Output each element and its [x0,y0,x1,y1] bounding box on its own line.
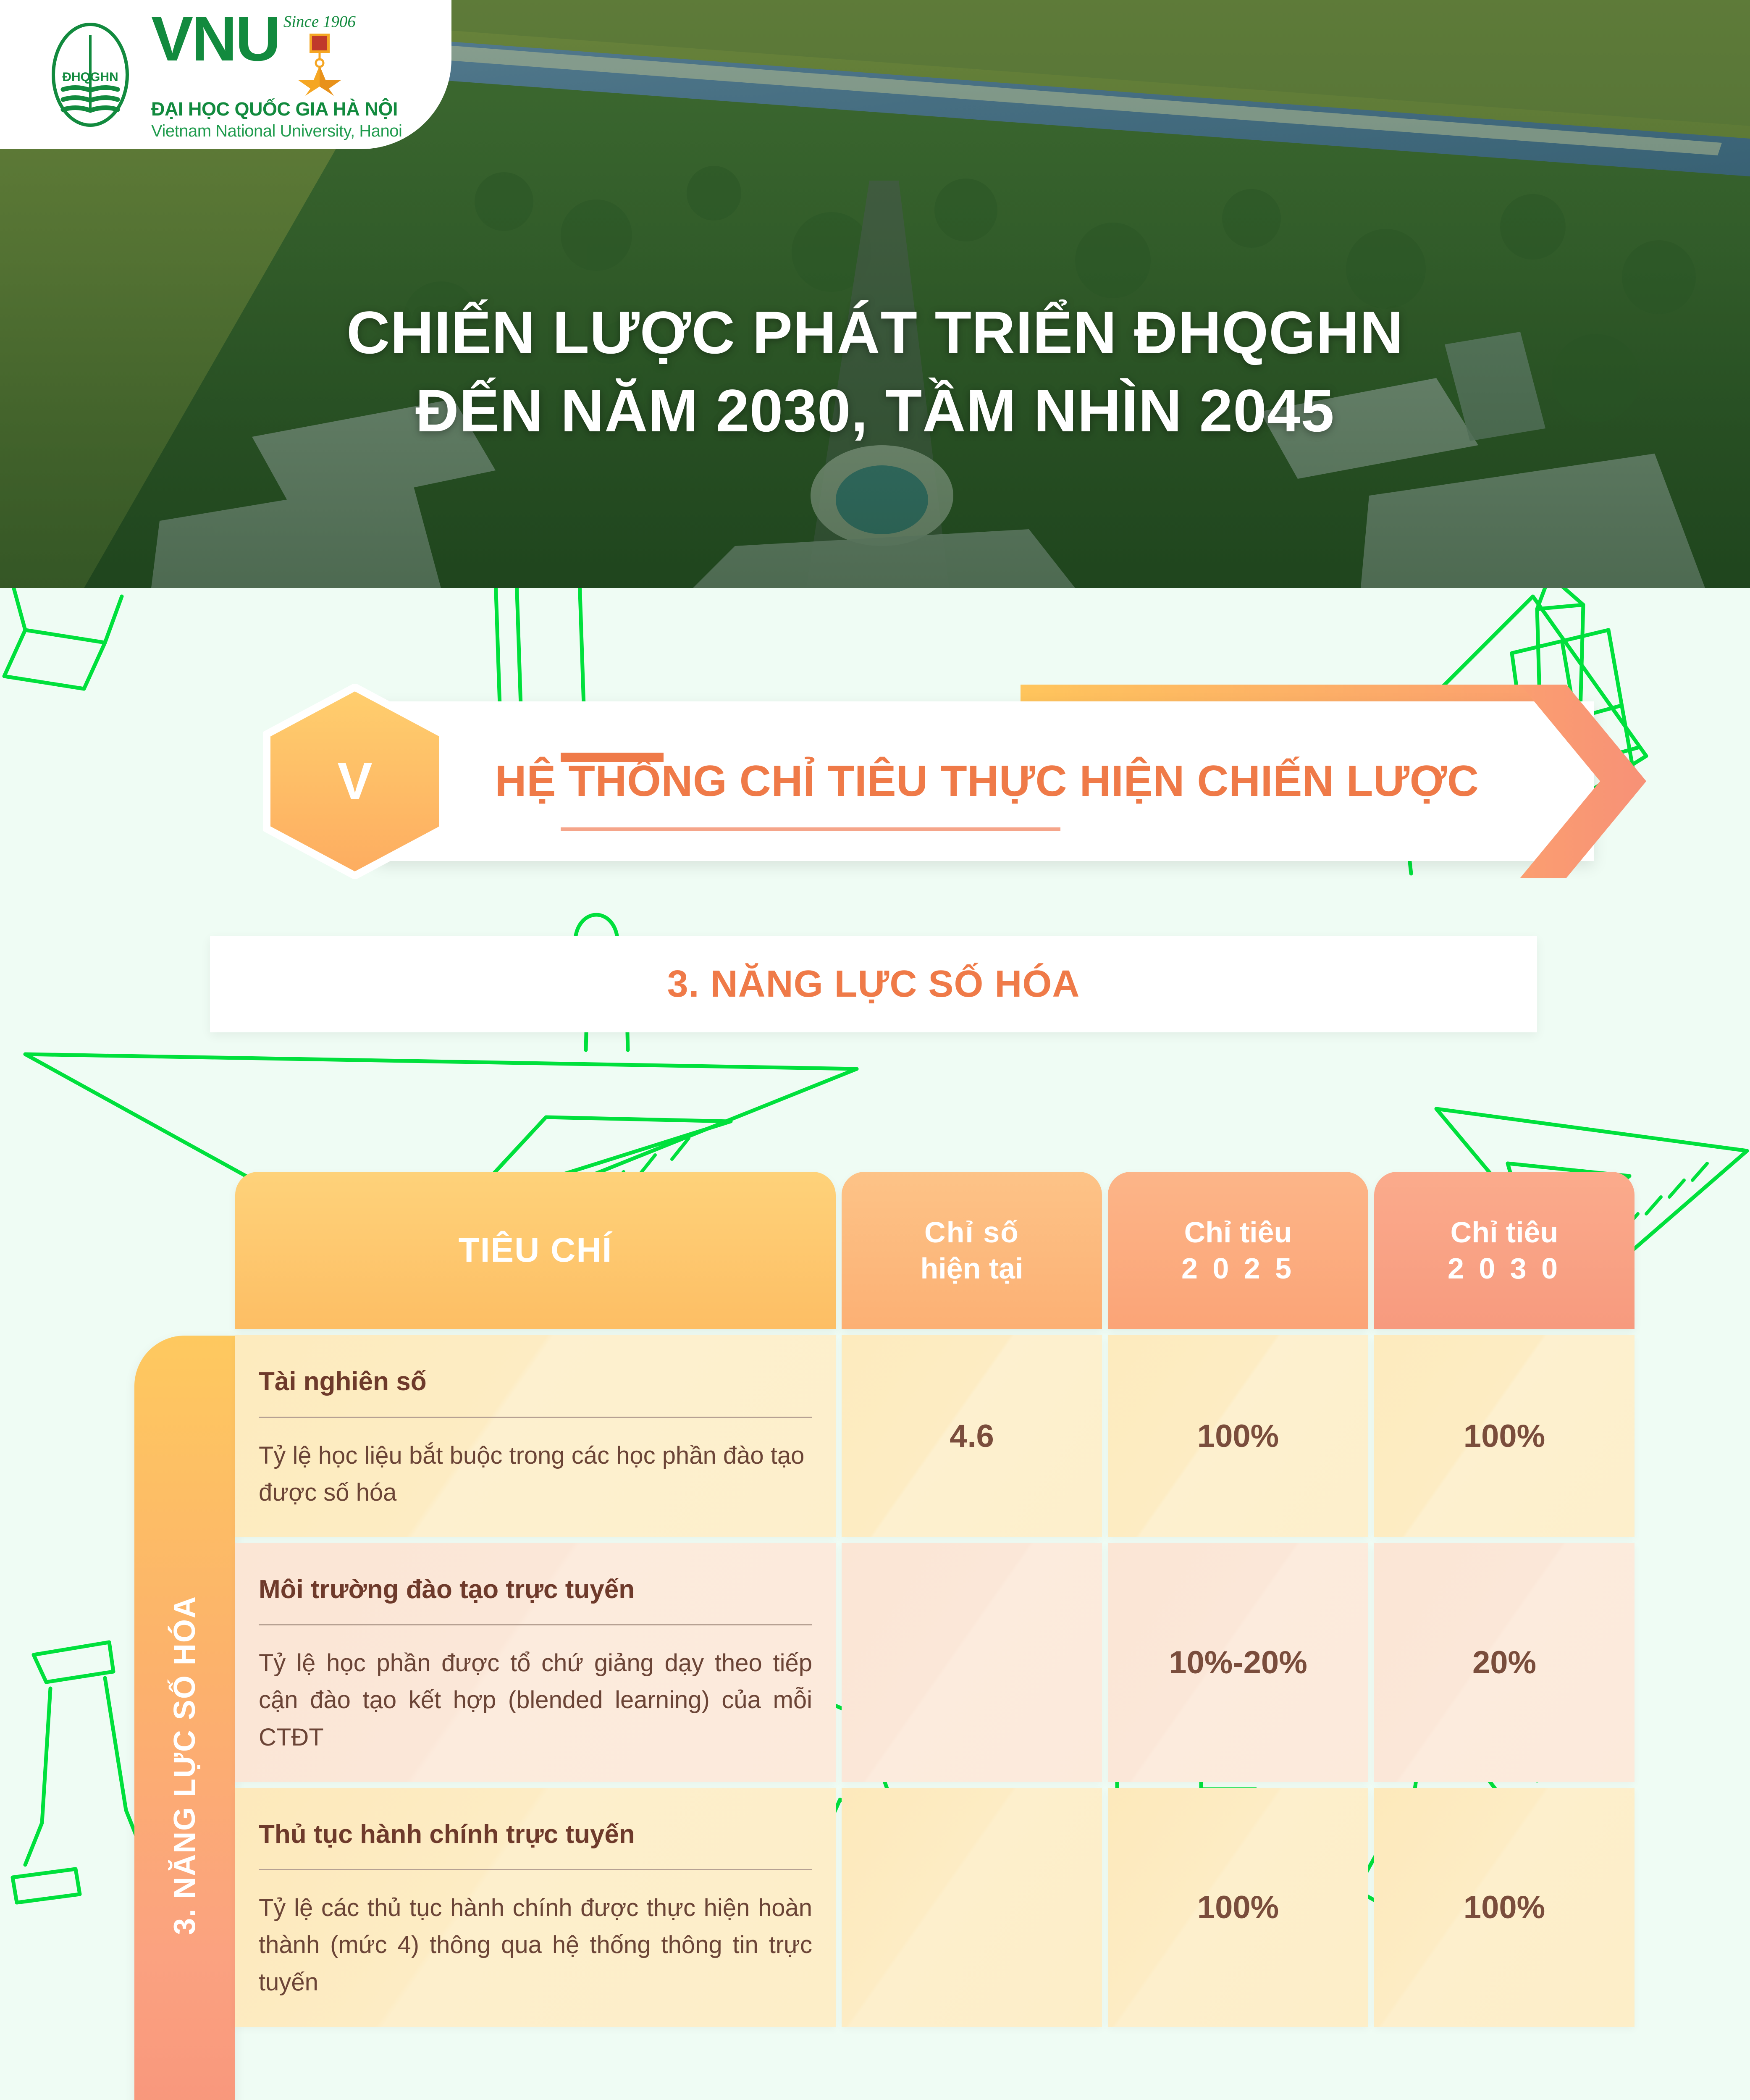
column-header-2030: Chỉ tiêu 2 0 3 0 [1374,1172,1635,1329]
subsection-title: 3. NĂNG LỰC SỐ HÓA [667,963,1080,1005]
banner-chevron-icon [1520,685,1646,878]
target-2025-cell: 10%-20% [1108,1543,1368,1782]
column-header-2025: Chỉ tiêu 2 0 2 5 [1108,1172,1368,1329]
target-2030-cell: 20% [1374,1543,1635,1782]
table-row: Tài nghiên số Tỷ lệ học liệu bắt buộc tr… [235,1335,1663,1537]
target-2025-cell: 100% [1108,1335,1368,1537]
side-tab-label-wrap: 3. NĂNG LỰC SỐ HÓA [134,1336,235,2100]
column-header-2030-line1: Chỉ tiêu [1450,1216,1558,1249]
column-header-criteria: TIÊU CHÍ [235,1172,836,1329]
column-header-2030-line2: 2 0 3 0 [1447,1252,1561,1285]
current-value-cell: 4.6 [842,1335,1102,1537]
criteria-divider [259,1416,812,1418]
table-row: Môi trường đào tạo trực tuyến Tỷ lệ học … [235,1543,1663,1782]
target-2030-cell: 100% [1374,1788,1635,2027]
column-header-current-line2: hiện tại [920,1252,1023,1285]
university-name-vi: ĐẠI HỌC QUỐC GIA HÀ NỘI [151,98,398,120]
subsection-card: 3. NĂNG LỰC SỐ HÓA [210,936,1537,1032]
vnu-wordmark: VNU Since 1906 ĐẠI HỌC QUỐC GIA HÀ NỘI V… [151,3,402,141]
indicators-table: TIÊU CHÍ Chỉ số hiện tại Chỉ tiêu 2 0 2 … [235,1172,1663,2027]
criteria-description: Tỷ lệ các thủ tục hành chính được thực h… [259,1894,812,1996]
banner-card [376,701,1594,861]
hero-title: CHIẾN LƯỢC PHÁT TRIỂN ĐHQGHN ĐẾN NĂM 203… [0,294,1750,450]
roman-numeral-label: V [337,752,373,811]
table-header-row: TIÊU CHÍ Chỉ số hiện tại Chỉ tiêu 2 0 2 … [235,1172,1663,1329]
university-name-en: Vietnam National University, Hanoi [151,121,402,140]
target-2030-cell: 100% [1374,1335,1635,1537]
criteria-description: Tỷ lệ học phần được tổ chứ giảng dạy the… [259,1649,812,1751]
hero-title-line2: ĐẾN NĂM 2030, TẦM NHÌN 2045 [415,377,1335,444]
current-value-cell [842,1543,1102,1782]
target-2025-cell: 100% [1108,1788,1368,2027]
column-header-2025-line2: 2 0 2 5 [1181,1252,1295,1285]
banner-accent-bar-bottom [561,827,1060,831]
criteria-divider [259,1869,812,1871]
side-tab [134,1336,235,2100]
criteria-divider [259,1624,812,1626]
criteria-cell: Thủ tục hành chính trực tuyến Tỷ lệ các … [235,1788,836,2027]
column-header-2025-line1: Chỉ tiêu [1184,1216,1292,1249]
vnu-logo-card: ĐHQGHN VNU Since 1906 ĐẠI HỌC QUỐC [0,0,451,149]
criteria-cell: Tài nghiên số Tỷ lệ học liệu bắt buộc tr… [235,1335,836,1537]
criteria-title: Tài nghiên số [259,1367,427,1396]
table-row: Thủ tục hành chính trực tuyến Tỷ lệ các … [235,1788,1663,2027]
since-label: Since 1906 [283,12,356,31]
side-tab-label: 3. NĂNG LỰC SỐ HÓA [168,1595,202,1935]
column-header-current-line1: Chỉ số [924,1216,1019,1249]
dhqghn-emblem-icon: ĐHQGHN [52,22,129,127]
criteria-description: Tỷ lệ học liệu bắt buộc trong các học ph… [259,1441,805,1506]
banner-accent-bar-top [561,753,664,762]
criteria-cell: Môi trường đào tạo trực tuyến Tỷ lệ học … [235,1543,836,1782]
column-header-current: Chỉ số hiện tại [842,1172,1102,1329]
section-banner: V HỆ THỐNG CHỈ TIÊU THỰC HIỆN CHIẾN LƯỢC [0,684,1750,879]
hero-section: ĐHQGHN VNU Since 1906 ĐẠI HỌC QUỐC [0,0,1750,588]
medal-star-icon [297,33,341,96]
criteria-title: Thủ tục hành chính trực tuyến [259,1819,635,1849]
criteria-title: Môi trường đào tạo trực tuyến [259,1575,635,1604]
column-header-criteria-label: TIÊU CHÍ [458,1231,613,1270]
svg-text:ĐHQGHN: ĐHQGHN [62,70,118,84]
current-value-cell [842,1788,1102,2027]
vnu-acronym: VNU [151,3,281,74]
hero-title-line1: CHIẾN LƯỢC PHÁT TRIỂN ĐHQGHN [346,299,1404,366]
banner-title: HỆ THỐNG CHỈ TIÊU THỰC HIỆN CHIẾN LƯỢC [495,756,1479,806]
roman-numeral-hexagon [263,684,447,879]
